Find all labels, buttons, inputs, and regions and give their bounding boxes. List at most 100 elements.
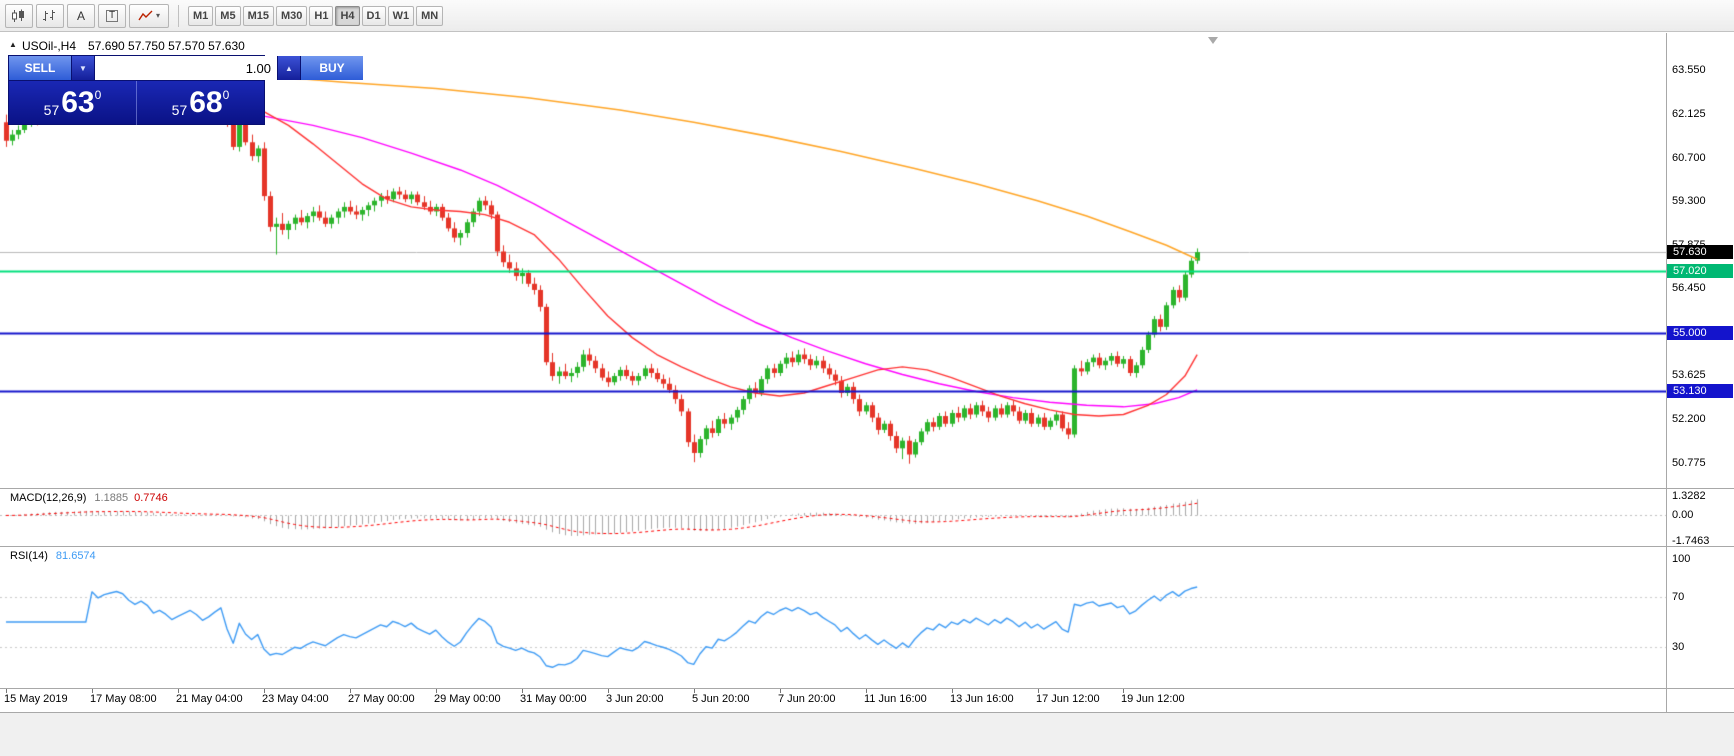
chart-ohlc-values: 57.690 57.750 57.570 57.630 <box>88 39 245 53</box>
time-axis-tick <box>1123 689 1124 693</box>
time-axis-tick <box>6 689 7 693</box>
time-axis-tick <box>522 689 523 693</box>
time-axis-label: 21 May 04:00 <box>176 693 243 705</box>
dropdown-caret-icon: ▾ <box>155 11 160 20</box>
time-axis-tick <box>350 689 351 693</box>
time-axis-label: 29 May 00:00 <box>434 693 501 705</box>
one-click-trading-panel: SELL ▼ ▲ BUY 57 63 0 57 68 0 <box>8 55 363 125</box>
annotation-a-label: A <box>76 8 85 23</box>
sell-price-pips: 63 <box>61 86 95 119</box>
price-axis-separator <box>1666 33 1667 712</box>
rsi-axis-label: 100 <box>1672 553 1691 565</box>
time-axis-label: 13 Jun 16:00 <box>950 693 1014 705</box>
sell-price-point: 0 <box>94 88 102 102</box>
price-axis-label: 53.625 <box>1672 369 1706 382</box>
text-tool-button[interactable]: T <box>98 3 126 28</box>
pane-separator <box>0 712 1734 713</box>
time-axis-tick <box>178 689 179 693</box>
time-axis-tick <box>264 689 265 693</box>
rsi-axis-label: 30 <box>1672 641 1685 654</box>
one-click-panel-toggle-icon[interactable]: ▲ <box>9 40 17 49</box>
timeframe-button-m5[interactable]: M5 <box>215 5 241 26</box>
pane-separator[interactable] <box>0 488 1734 489</box>
rsi-header: RSI(14) 81.6574 <box>10 550 96 562</box>
time-axis-label: 15 May 2019 <box>4 693 68 705</box>
price-line-tag: 57.020 <box>1667 263 1733 278</box>
time-axis-tick <box>866 689 867 693</box>
candlestick-chart-icon <box>12 9 24 22</box>
price-line-tag: 55.000 <box>1667 325 1733 340</box>
text-tool-label: T <box>105 9 119 22</box>
price-line-tag: 57.630 <box>1667 245 1733 260</box>
chart-title: USOil-,H4 57.690 57.750 57.570 57.630 <box>22 39 245 53</box>
time-axis-label: 19 Jun 12:00 <box>1121 693 1185 705</box>
macd-canvas[interactable] <box>0 489 1666 546</box>
volume-decrease-button[interactable]: ▼ <box>72 56 95 80</box>
buy-price-whole: 57 <box>171 102 188 118</box>
ohlc-bars-button[interactable] <box>36 3 64 28</box>
timeframe-group: M1 M5 M15 M30 H1 H4 D1 W1 MN <box>188 5 445 26</box>
time-axis-label: 17 May 08:00 <box>90 693 157 705</box>
buy-button[interactable]: BUY <box>300 56 363 80</box>
price-axis-label: 62.125 <box>1672 107 1706 120</box>
sell-price-display[interactable]: 57 63 0 <box>9 81 136 125</box>
price-axis-label: 60.700 <box>1672 151 1706 164</box>
rsi-name: RSI(14) <box>10 550 48 562</box>
sell-price-whole: 57 <box>43 102 60 118</box>
time-axis-label: 3 Jun 20:00 <box>606 693 664 705</box>
time-axis-tick <box>952 689 953 693</box>
candlestick-chart-button[interactable] <box>5 3 33 28</box>
sell-button[interactable]: SELL <box>9 56 72 80</box>
timeframe-button-m15[interactable]: M15 <box>242 5 274 26</box>
time-axis-label: 23 May 04:00 <box>262 693 329 705</box>
timeframe-button-h4[interactable]: H4 <box>335 5 360 26</box>
macd-value-signal: 0.7746 <box>134 492 168 504</box>
annotation-a-button[interactable]: A <box>67 3 95 28</box>
price-axis-label: 63.550 <box>1672 64 1706 76</box>
chart-shift-marker[interactable] <box>1208 37 1218 44</box>
pane-separator <box>0 688 1734 689</box>
timeframe-button-m30[interactable]: M30 <box>275 5 308 26</box>
timeframe-button-w1[interactable]: W1 <box>387 5 415 26</box>
macd-header: MACD(12,26,9) 1.1885 0.7746 <box>10 492 168 504</box>
time-axis-label: 31 May 00:00 <box>520 693 587 705</box>
buy-price-display[interactable]: 57 68 0 <box>136 81 264 125</box>
buy-price-pips: 68 <box>189 86 223 119</box>
volume-increase-button[interactable]: ▲ <box>277 56 300 80</box>
toolbar: A T ▾ M1 M5 M15 M30 H1 H4 D1 W1 MN <box>0 0 1734 32</box>
ohlc-bars-icon <box>43 9 55 21</box>
main-chart-canvas[interactable] <box>0 33 1666 488</box>
price-axis-label: 59.300 <box>1672 194 1706 207</box>
timeframe-button-m1[interactable]: M1 <box>188 5 214 26</box>
time-axis-tick <box>92 689 93 693</box>
timeframe-button-d1[interactable]: D1 <box>361 5 386 26</box>
time-axis-tick <box>694 689 695 693</box>
price-axis-label: 50.775 <box>1672 456 1706 469</box>
price-axis-label: 52.200 <box>1672 413 1706 426</box>
time-axis-tick <box>436 689 437 693</box>
buy-price-point: 0 <box>222 88 230 102</box>
window-bottom-strip <box>0 713 1734 756</box>
time-axis-label: 17 Jun 12:00 <box>1036 693 1100 705</box>
rsi-canvas[interactable] <box>0 547 1666 688</box>
macd-value-main: 1.1885 <box>94 492 129 504</box>
timeframe-button-h1[interactable]: H1 <box>309 5 334 26</box>
time-axis-tick <box>608 689 609 693</box>
time-axis-tick <box>780 689 781 693</box>
macd-axis-label: -1.7463 <box>1672 535 1710 547</box>
macd-axis-label: 1.3282 <box>1672 490 1706 502</box>
time-axis-label: 27 May 00:00 <box>348 693 415 705</box>
chart-symbol-period: USOil-,H4 <box>22 39 77 53</box>
price-line-tag: 53.130 <box>1667 383 1733 398</box>
volume-input[interactable] <box>95 56 277 80</box>
indicators-button[interactable]: ▾ <box>129 3 169 28</box>
time-axis-label: 5 Jun 20:00 <box>692 693 750 705</box>
time-axis-label: 11 Jun 16:00 <box>864 693 927 705</box>
price-axis-label: 56.450 <box>1672 282 1706 295</box>
timeframe-button-mn[interactable]: MN <box>416 5 444 26</box>
time-axis-tick <box>1038 689 1039 693</box>
macd-name: MACD(12,26,9) <box>10 492 87 504</box>
rsi-value: 81.6574 <box>55 550 96 562</box>
pane-separator[interactable] <box>0 546 1734 547</box>
